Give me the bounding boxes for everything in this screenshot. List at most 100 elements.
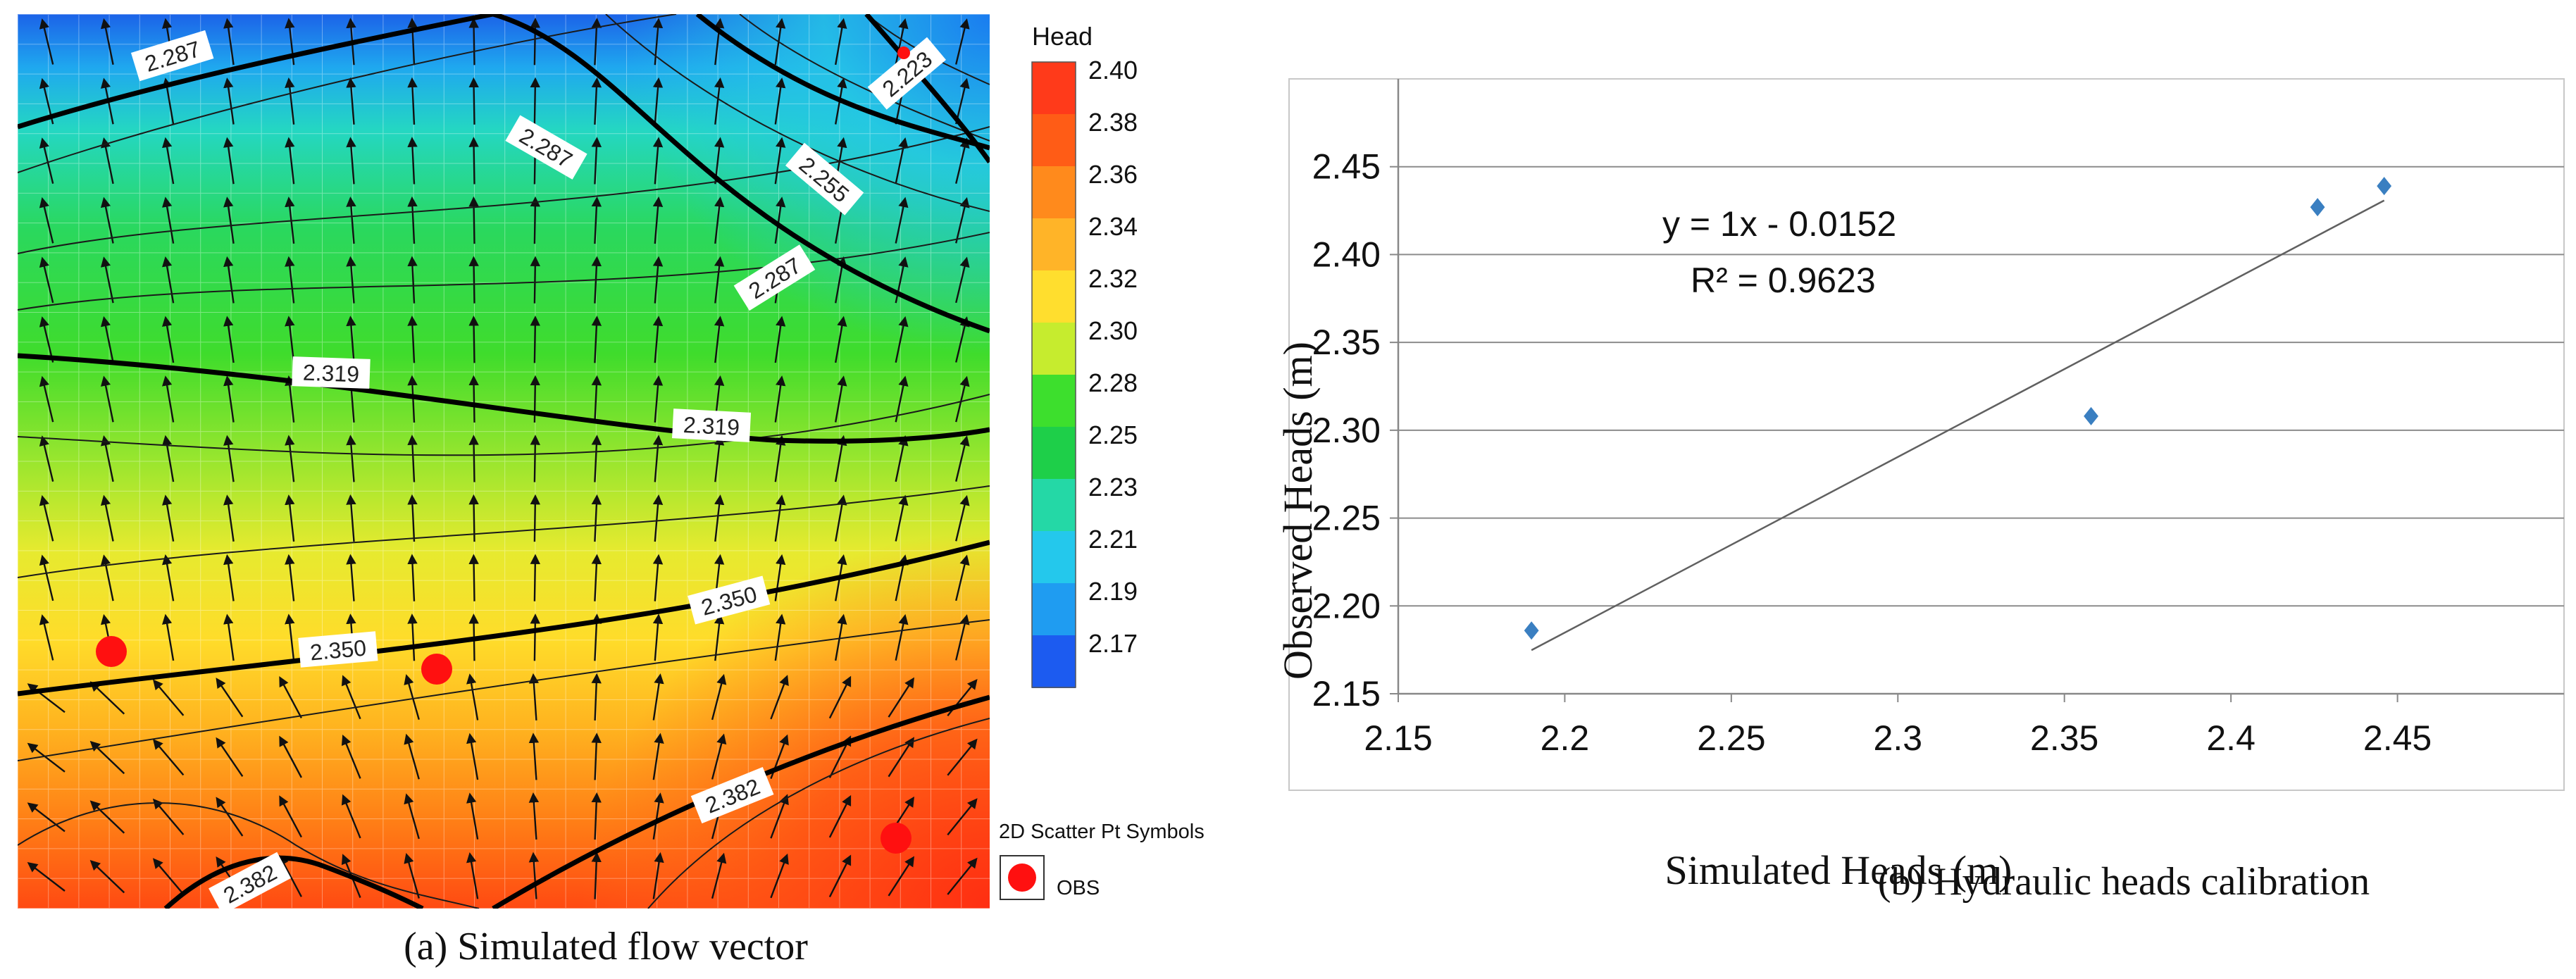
flow-vector-arrow xyxy=(468,256,479,304)
flow-vector-arrow xyxy=(407,316,418,363)
flow-vector-arrow xyxy=(407,137,418,185)
flow-vector-arrow xyxy=(407,435,418,482)
flow-vector-arrow xyxy=(1016,381,1028,422)
flow-vector-arrow xyxy=(889,920,912,955)
flow-vector-arrow xyxy=(407,494,418,542)
y-tick-label: 2.25 xyxy=(1312,499,1381,538)
observation-point[interactable] xyxy=(421,654,452,685)
flow-vector-arrow xyxy=(714,197,725,244)
flow-vector-arrow xyxy=(835,613,847,661)
legend-tick-label: 2.30 xyxy=(1088,316,1138,345)
observation-point[interactable] xyxy=(96,636,127,667)
flow-vector-arrow xyxy=(407,375,418,423)
flow-vector-arrow xyxy=(828,735,852,778)
flow-vector-arrow xyxy=(100,77,114,125)
flow-vector-arrow xyxy=(591,256,602,304)
flow-vector-arrow xyxy=(162,375,175,423)
scatter-symbol-legend: 2D Scatter Pt Symbols OBS xyxy=(999,821,1205,900)
flow-vector-arrow xyxy=(652,673,664,721)
y-tick-label: 2.35 xyxy=(1312,323,1381,362)
x-tick-label: 2.45 xyxy=(2363,718,2432,758)
flow-vector-arrow xyxy=(955,256,970,304)
data-point[interactable] xyxy=(2310,198,2325,217)
flow-vector-arrow xyxy=(591,375,602,423)
legend-tick-label: 2.21 xyxy=(1088,525,1138,554)
flow-vector-arrow xyxy=(223,137,235,185)
legend-tick-label: 2.36 xyxy=(1088,160,1138,189)
flow-vector-arrow xyxy=(774,18,786,66)
flow-vector-arrow xyxy=(285,256,295,304)
legend-tick-label: 2.38 xyxy=(1088,108,1138,137)
flow-vector-arrow xyxy=(162,77,175,125)
flow-vector-arrow xyxy=(468,554,479,601)
flow-vector-arrow xyxy=(888,737,915,778)
flow-vector-arrow xyxy=(282,919,301,956)
observation-point[interactable] xyxy=(881,823,911,854)
flow-vector-arrow xyxy=(27,742,66,773)
flow-vector-arrow xyxy=(895,316,909,363)
flow-vector-arrow xyxy=(1007,923,1036,952)
flow-vector-arrow xyxy=(152,798,185,835)
y-tick-label: 2.30 xyxy=(1312,411,1381,450)
flow-vector-arrow xyxy=(407,196,418,244)
data-point[interactable] xyxy=(2084,406,2098,425)
flow-vector-arrow xyxy=(27,802,66,833)
legend-swatch xyxy=(1032,218,1076,271)
flow-vector-arrow xyxy=(468,77,479,125)
flow-vector-arrow xyxy=(285,613,295,661)
y-tick-label: 2.45 xyxy=(1312,147,1381,187)
flow-vector-arrow xyxy=(468,18,479,66)
legend-tick-label: 2.34 xyxy=(1088,212,1138,241)
flow-vector-arrow xyxy=(591,792,602,840)
flow-vector-arrow xyxy=(835,494,847,542)
observation-point[interactable] xyxy=(897,46,910,59)
flow-vector-arrow xyxy=(774,375,786,423)
flow-vector-arrow xyxy=(466,673,479,721)
flow-vector-arrow xyxy=(528,732,540,780)
flow-vector-arrow xyxy=(152,739,185,776)
contour-line xyxy=(18,802,480,909)
flow-vector-arrow xyxy=(468,137,479,185)
flow-vector-arrow xyxy=(895,256,909,304)
legend-swatch xyxy=(1032,479,1076,532)
flow-vector-arrow xyxy=(279,795,302,838)
flow-vector-arrow xyxy=(652,613,664,661)
x-tick-label: 2.3 xyxy=(1874,718,1923,758)
flow-vector-arrow xyxy=(223,77,235,125)
flow-vector-arrow xyxy=(346,316,356,363)
data-point[interactable] xyxy=(1524,621,1539,640)
flow-vector-arrow xyxy=(591,316,602,363)
flow-vector-arrow xyxy=(828,794,852,838)
flow-vector-arrow xyxy=(828,854,852,898)
flow-vector-arrow xyxy=(835,375,847,423)
flow-vector-arrow xyxy=(466,792,479,840)
flow-vector-arrow xyxy=(162,137,175,185)
flow-vector-arrow xyxy=(223,375,235,423)
flow-vector-arrow xyxy=(100,256,114,304)
flow-vector-arrow xyxy=(346,77,356,125)
svg-text:2.319: 2.319 xyxy=(302,360,359,387)
flow-vector-arrow xyxy=(828,675,852,719)
contour-line xyxy=(647,718,990,909)
flow-vector-arrow xyxy=(152,858,185,895)
flow-vector-arrow xyxy=(285,137,295,185)
flow-vector-arrow xyxy=(835,77,847,125)
flow-vector-arrow xyxy=(591,18,602,66)
trend-equation: y = 1x - 0.0152 xyxy=(1662,204,1896,244)
flow-vector-arrow xyxy=(100,375,114,423)
contour-line xyxy=(18,394,990,456)
head-legend: Head 2.40 2.38 2.36 2.34 2.32 2.30 2.28 2.25 2.2… xyxy=(1031,22,1138,688)
flow-vector-arrow xyxy=(223,316,235,363)
contour-line xyxy=(18,126,990,254)
flow-vector-arrow xyxy=(162,316,175,363)
x-tick-label: 2.2 xyxy=(1541,718,1590,758)
flow-vector-arrow xyxy=(714,613,725,661)
flow-vector-map: 2.287 2.223 2.287 2.255 2.287 2.319 xyxy=(18,14,1036,956)
flow-vector-arrow xyxy=(714,435,725,482)
flow-vector-arrow xyxy=(404,793,420,840)
flow-vector-arrow xyxy=(162,256,175,304)
flow-vector-arrow xyxy=(94,923,124,952)
contour-line xyxy=(18,14,677,173)
data-point[interactable] xyxy=(2377,177,2392,196)
flow-vector-arrow xyxy=(346,554,356,601)
